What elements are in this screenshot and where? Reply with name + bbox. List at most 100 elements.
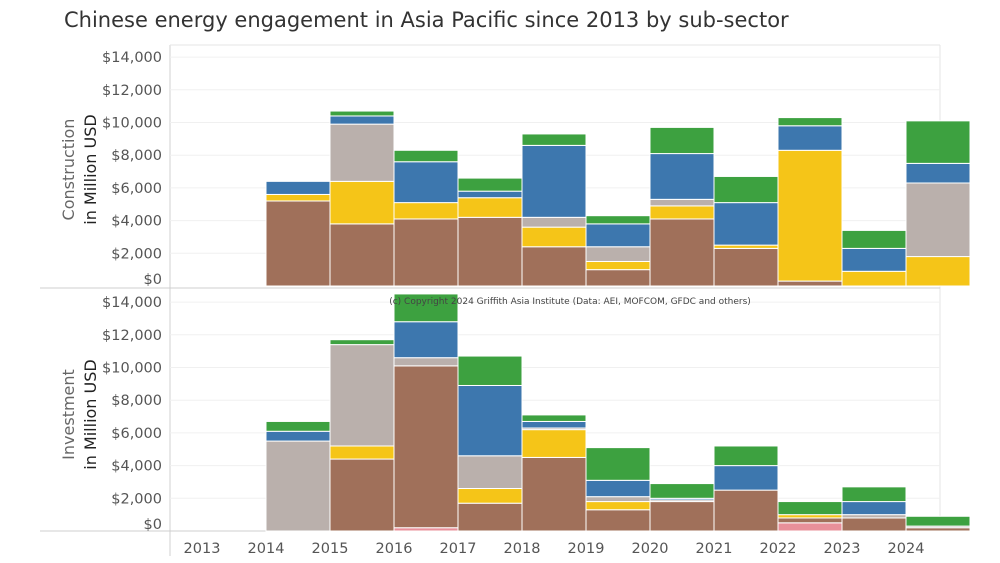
bar-segment-gray-2020 <box>649 198 715 207</box>
x-tick-label: 2022 <box>760 541 797 557</box>
bar-segment-yellow-2022 <box>777 149 843 282</box>
bar-segment-blue-2018 <box>521 144 587 218</box>
y-tick-label: $14,000 <box>102 50 162 66</box>
x-tick-label: 2014 <box>248 541 285 557</box>
bar-segment-brown-2022 <box>777 280 843 287</box>
bar-segment-yellow-2016 <box>393 202 459 220</box>
y-tick-label: $2,000 <box>111 246 162 262</box>
bar-segment-green-2020 <box>649 126 715 155</box>
bar-segment-green-2019 <box>585 447 651 481</box>
chart-title: Chinese energy engagement in Asia Pacifi… <box>64 8 789 32</box>
bar-segment-blue-2023 <box>841 501 907 516</box>
bar-segment-brown-2020 <box>649 501 715 532</box>
x-tick-label: 2024 <box>888 541 925 557</box>
bar-segment-yellow-2015 <box>329 180 395 225</box>
bar-segment-yellow-2023 <box>841 270 907 287</box>
bar-segment-green-2018 <box>521 414 587 422</box>
y-tick-label: $8,000 <box>111 393 162 409</box>
bar-segment-brown-2021 <box>713 247 779 287</box>
bar-segment-gray-2015 <box>329 123 395 182</box>
x-tick-label: 2017 <box>440 541 477 557</box>
bar-segment-green-2024 <box>905 120 971 164</box>
bar-segment-green-2014 <box>265 420 331 432</box>
x-tick-label: 2016 <box>376 541 413 557</box>
bar-segment-green-2018 <box>521 133 587 146</box>
bar-segment-yellow-2018 <box>521 226 587 248</box>
y-axis-label-line1: Construction <box>59 119 78 221</box>
bar-segment-blue-2024 <box>905 162 971 184</box>
bar-segment-gray-2017 <box>457 455 523 489</box>
y-tick-label: $2,000 <box>111 491 162 507</box>
bar-segment-brown-2019 <box>585 509 651 532</box>
bar-segment-brown-2015 <box>329 458 395 532</box>
x-tick-label: 2020 <box>632 541 669 557</box>
bar-segment-blue-2014 <box>265 180 331 195</box>
bar-segment-green-2023 <box>841 229 907 249</box>
bar-segment-blue-2016 <box>393 321 459 359</box>
bar-segment-green-2017 <box>457 177 523 192</box>
y-tick-label: $10,000 <box>102 116 162 132</box>
bar-segment-green-2021 <box>713 175 779 204</box>
y-tick-label: $4,000 <box>111 459 162 475</box>
y-axis-label-line2: in Million USD <box>81 359 100 469</box>
bar-segment-brown-2016 <box>393 365 459 529</box>
bar-segment-brown-2023 <box>841 517 907 532</box>
y-tick-label: $14,000 <box>102 295 162 311</box>
y-tick-label: $8,000 <box>111 148 162 164</box>
bar-segment-brown-2016 <box>393 218 459 287</box>
bar-segment-blue-2023 <box>841 247 907 272</box>
y-tick-label: $0 <box>144 272 162 288</box>
x-tick-label: 2018 <box>504 541 541 557</box>
bar-segment-gray-2019 <box>585 496 651 503</box>
y-tick-label: $12,000 <box>102 83 162 99</box>
y-tick-label: $6,000 <box>111 426 162 442</box>
bar-segment-blue-2021 <box>713 202 779 246</box>
y-tick-label: $6,000 <box>111 181 162 197</box>
bar-segment-brown-2020 <box>649 218 715 287</box>
bar-segment-brown-2018 <box>521 246 587 287</box>
bar-segment-green-2016 <box>393 149 459 163</box>
bar-segment-yellow-2018 <box>521 429 587 458</box>
bar-segment-blue-2017 <box>457 384 523 457</box>
bar-segment-brown-2015 <box>329 223 395 287</box>
bar-segment-blue-2020 <box>649 153 715 200</box>
bar-segment-green-2023 <box>841 486 907 503</box>
bar-segment-blue-2015 <box>329 115 395 125</box>
bar-segment-green-2016 <box>393 293 459 323</box>
bar-segment-yellow-2020 <box>649 205 715 220</box>
bar-segment-green-2020 <box>649 483 715 499</box>
bar-segment-yellow-2015 <box>329 445 395 460</box>
x-tick-label: 2021 <box>696 541 733 557</box>
copyright-note: (c) Copyright 2024 Griffith Asia Institu… <box>389 297 751 307</box>
bar-segment-blue-2018 <box>521 420 587 429</box>
bar-segment-blue-2022 <box>777 125 843 151</box>
y-axis-label-line1: Investment <box>59 369 78 460</box>
bar-segment-gray-2024 <box>905 182 971 258</box>
bar-segment-brown-2022 <box>777 517 843 524</box>
y-axis-label-line2: in Million USD <box>81 114 100 224</box>
bar-segment-yellow-2017 <box>457 487 523 504</box>
bar-segment-blue-2019 <box>585 223 651 248</box>
bar-segment-blue-2014 <box>265 430 331 442</box>
bar-segment-brown-2014 <box>265 200 331 287</box>
bar-segment-gray-2014 <box>265 440 331 532</box>
x-tick-label: 2023 <box>824 541 861 557</box>
y-tick-label: $12,000 <box>102 328 162 344</box>
bar-segment-green-2021 <box>713 445 779 467</box>
bar-segment-green-2019 <box>585 215 651 225</box>
bar-segment-gray-2015 <box>329 344 395 447</box>
bar-segment-blue-2017 <box>457 190 523 199</box>
bar-segment-green-2022 <box>777 501 843 516</box>
bar-segment-green-2015 <box>329 339 395 346</box>
x-tick-label: 2015 <box>312 541 349 557</box>
bar-segment-yellow-2014 <box>265 193 331 202</box>
bar-segment-gray-2016 <box>393 357 459 367</box>
bar-segment-gray-2019 <box>585 246 651 262</box>
bar-segment-brown-2019 <box>585 269 651 287</box>
x-tick-label: 2019 <box>568 541 605 557</box>
bar-segment-yellow-2017 <box>457 197 523 218</box>
bar-segment-green-2015 <box>329 110 395 117</box>
bar-segment-green-2022 <box>777 117 843 127</box>
bar-segment-brown-2017 <box>457 216 523 287</box>
